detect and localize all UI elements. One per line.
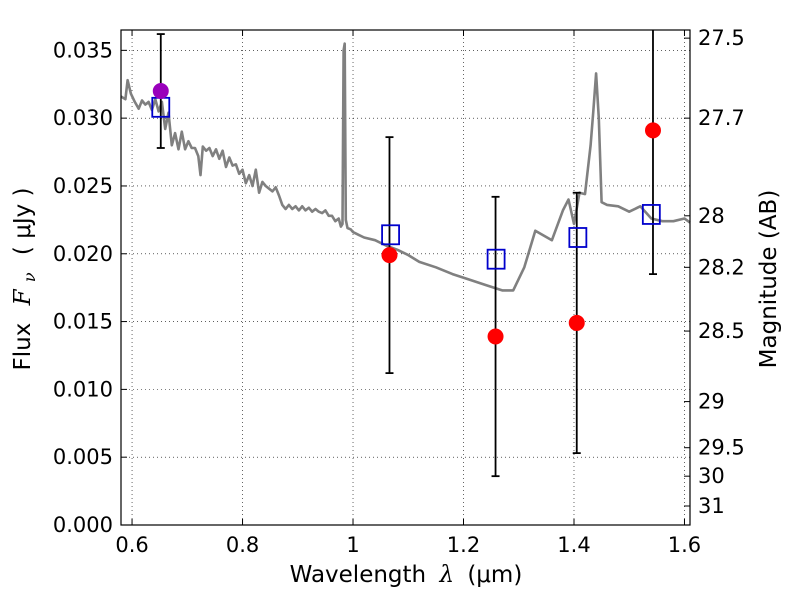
y-tick-label: 0.005 [53, 445, 113, 469]
y2-tick-label: 31 [698, 494, 725, 518]
y2-tick-label: 27.7 [698, 106, 745, 130]
y-axis: 0.000 0.005 0.010 0.015 0.020 0.025 0.030 0.035 [53, 38, 127, 537]
y2-tick-label: 28 [698, 204, 725, 228]
marker-layer [151, 83, 661, 345]
y2-tick-label: 27.5 [698, 26, 745, 50]
y-tick-label: 0.030 [53, 106, 113, 130]
x-tick-label: 1 [346, 533, 359, 557]
y-axis-title: Flux F ν ( μJy ) [10, 187, 41, 370]
y-tick-label: 0.025 [53, 174, 113, 198]
y2-tick-label: 29.5 [698, 436, 745, 460]
y2-tick-label: 30 [698, 464, 725, 488]
plot-frame [120, 29, 691, 526]
x-axis-title-unit: (μm) [467, 562, 522, 588]
y-axis-title-prefix: Flux [10, 323, 36, 371]
observed-point [568, 314, 585, 331]
y-axis-title-symbol: F [10, 288, 36, 306]
y2-axis: 27.5 27.7 28 28.2 28.5 29 29.5 30 31 [684, 26, 745, 518]
x-tick-label: 0.6 [115, 533, 148, 557]
observed-point [487, 328, 504, 345]
x-axis-title: Wavelength λ (μm) [290, 562, 523, 588]
y2-tick-label: 28.5 [698, 319, 745, 343]
observed-point [644, 122, 661, 139]
y-axis-title-unit: ( μJy ) [10, 187, 36, 255]
model-spectrum-line [120, 42, 691, 292]
y-tick-label: 0.000 [53, 513, 113, 537]
model-photometry-square [486, 248, 506, 270]
gridlines [121, 30, 690, 526]
x-axis: 0.6 0.8 1 1.2 1.4 1.6 [115, 30, 701, 557]
y2-tick-label: 28.2 [698, 255, 745, 279]
y-axis-title-sub: ν [20, 272, 39, 282]
observed-point [381, 247, 398, 264]
model-photometry-square [381, 224, 400, 246]
y-tick-label: 0.010 [53, 377, 113, 401]
model-photometry-square [641, 204, 661, 225]
y-tick-label: 0.035 [53, 38, 113, 62]
y2-axis-title: Magnitude (AB) [756, 190, 782, 369]
y-tick-label: 0.015 [53, 310, 113, 334]
x-tick-label: 1.6 [668, 533, 701, 557]
reference-point [152, 83, 169, 100]
x-tick-label: 1.4 [557, 533, 590, 557]
y-tick-label: 0.020 [53, 242, 113, 266]
x-axis-title-symbol: λ [438, 562, 454, 588]
model-photometry-square [568, 227, 588, 248]
model-spectrum-layer [120, 42, 691, 292]
x-tick-label: 0.8 [226, 533, 259, 557]
y2-tick-label: 29 [698, 390, 725, 414]
x-tick-label: 1.2 [447, 533, 480, 557]
x-axis-title-prefix: Wavelength [290, 562, 426, 588]
